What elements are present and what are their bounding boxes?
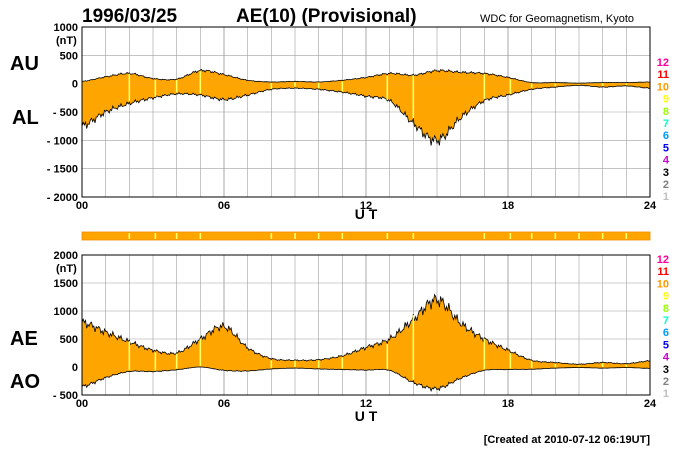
- legend-entry: 7: [663, 315, 669, 327]
- au-label: AU: [10, 53, 39, 75]
- series-area-ae: [82, 294, 650, 367]
- series-line-ae: [81, 293, 651, 365]
- x-tick-label: 06: [218, 200, 230, 212]
- x-tick-label: 00: [76, 398, 88, 410]
- legend-entry: 8: [663, 106, 669, 118]
- x-axis-label-bottom: U T: [355, 408, 378, 424]
- source-label: WDC for Geomagnetism, Kyoto: [480, 13, 634, 25]
- ae-label: AE: [10, 328, 38, 350]
- x-tick-label: 00: [76, 200, 88, 212]
- y-tick-label: 500: [60, 50, 78, 62]
- station-coverage-strip: [81, 231, 651, 241]
- series-line-ao: [81, 366, 651, 393]
- x-tick-label: 06: [218, 398, 230, 410]
- legend-entry: 10: [657, 278, 669, 290]
- legend-entry: 6: [663, 130, 669, 142]
- y-tick-label: - 1500: [47, 164, 78, 176]
- legend-entry: 3: [663, 167, 669, 179]
- y-tick-label: 0: [72, 362, 78, 374]
- series-area-ao: [82, 367, 650, 391]
- plot-frame: [81, 26, 651, 198]
- legend-entry: 9: [663, 291, 669, 303]
- legend-entry: 12: [657, 57, 669, 69]
- legend-entry: 9: [663, 94, 669, 106]
- x-tick-label: 18: [502, 200, 514, 212]
- unit-label-bottom: (nT): [56, 263, 77, 275]
- y-tick-label: 0: [72, 79, 78, 91]
- al-label: AL: [12, 107, 39, 129]
- legend-entry: 2: [663, 376, 669, 388]
- date-title: 1996/03/25: [82, 6, 178, 27]
- series-area-au: [82, 69, 650, 84]
- y-tick-label: - 500: [53, 390, 78, 402]
- legend-entry: 2: [663, 179, 669, 191]
- legend-entry: 4: [663, 352, 670, 364]
- ao-label: AO: [10, 371, 40, 393]
- legend-entry: 5: [663, 142, 669, 154]
- legend-entry: 4: [663, 155, 670, 167]
- series-line-al: [81, 84, 651, 146]
- y-tick-label: 1000: [54, 306, 78, 318]
- x-tick-label: 12: [360, 200, 372, 212]
- x-axis-label-top: U T: [355, 206, 378, 222]
- x-tick-label: 12: [360, 398, 372, 410]
- y-tick-label: - 500: [53, 107, 78, 119]
- legend-entry: 12: [657, 254, 669, 266]
- legend-entry: 8: [663, 303, 669, 315]
- legend-entry: 1: [663, 388, 669, 400]
- series-line-au: [81, 68, 651, 84]
- y-tick-label: 1500: [54, 278, 78, 290]
- legend-entry: 1: [663, 191, 669, 203]
- y-tick-label: 2000: [54, 250, 78, 262]
- index-title: AE(10) (Provisional): [236, 6, 417, 27]
- station-strip-bar: [81, 231, 651, 241]
- legend-entry: 10: [657, 81, 669, 93]
- plot-frame: [81, 254, 651, 396]
- y-tick-label: - 2000: [47, 192, 78, 204]
- legend-entry: 6: [663, 327, 669, 339]
- x-tick-label: 24: [644, 398, 657, 410]
- x-tick-label: 24: [644, 200, 657, 212]
- y-tick-label: 500: [60, 334, 78, 346]
- legend-entry: 11: [657, 266, 669, 278]
- legend-entry: 3: [663, 364, 669, 376]
- x-tick-label: 18: [502, 398, 514, 410]
- y-tick-label: - 1000: [47, 135, 78, 147]
- legend-entry: 5: [663, 339, 669, 351]
- unit-label-top: (nT): [56, 35, 77, 47]
- legend-entry: 11: [657, 69, 669, 81]
- created-timestamp: [Created at 2010-07-12 06:19UT]: [484, 434, 651, 446]
- y-tick-label: 1000: [54, 22, 78, 34]
- legend-entry: 7: [663, 118, 669, 130]
